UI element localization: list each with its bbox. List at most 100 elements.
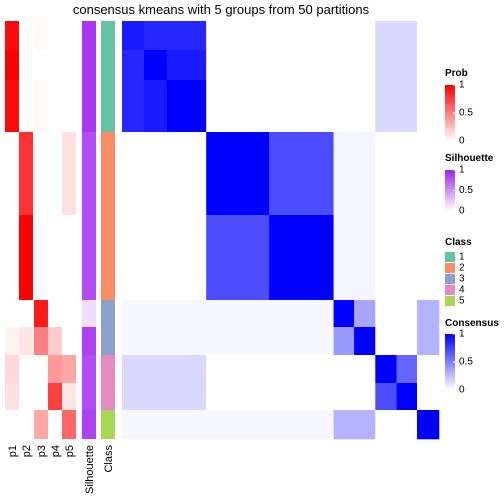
heatmap-cell <box>206 410 270 440</box>
annotation-cell <box>101 50 115 80</box>
annotation-cell <box>19 327 33 355</box>
heatmap-cell <box>417 21 440 51</box>
annotation-cell <box>5 355 19 383</box>
annotation-cell <box>48 383 62 410</box>
heatmap-cell <box>354 383 376 411</box>
annotation-label: p2 <box>21 445 33 457</box>
annotation-cell <box>101 80 115 132</box>
annotation-cell <box>101 21 115 50</box>
heatmap-cell <box>269 300 334 328</box>
annotation-cell <box>19 80 33 132</box>
heatmap-cell <box>375 383 397 411</box>
annotation-cell <box>48 21 62 50</box>
legend-swatch <box>445 252 455 262</box>
heatmap-cell <box>333 355 355 384</box>
annotation-cell <box>48 300 62 327</box>
legend-label: 5 <box>459 296 465 307</box>
annotation-cell <box>34 50 48 80</box>
annotation-cell <box>101 355 115 383</box>
heatmap-cell <box>396 132 418 216</box>
annotation-cell <box>48 215 62 300</box>
annotation-cell <box>34 383 48 410</box>
heatmap-cell <box>206 383 270 411</box>
heatmap-cell <box>354 327 376 356</box>
heatmap-cell <box>417 355 440 384</box>
annotation-cell <box>62 132 76 215</box>
heatmap-cell <box>396 21 418 51</box>
heatmap-cell <box>333 300 355 328</box>
heatmap-cell <box>143 410 168 440</box>
heatmap-cell <box>269 21 334 51</box>
heatmap-cell <box>166 383 207 411</box>
heatmap-cell <box>269 327 334 356</box>
annotation-cell <box>5 383 19 410</box>
annotation-label: p5 <box>64 445 76 457</box>
heatmap-cell <box>166 327 207 356</box>
annotation-cell <box>19 215 33 300</box>
heatmap-cell <box>333 327 355 356</box>
chart-title: consensus kmeans with 5 groups from 50 p… <box>73 2 370 17</box>
heatmap-cell <box>122 300 145 328</box>
annotation-cell <box>48 132 62 215</box>
annotation-cell <box>5 50 19 80</box>
annotation-cell <box>62 410 76 439</box>
annotation-cell <box>34 327 48 355</box>
heatmap-cell <box>396 355 418 384</box>
heatmap-cell <box>417 80 440 133</box>
heatmap-cell <box>396 215 418 301</box>
heatmap-cell <box>354 410 376 440</box>
annotation-cell <box>101 383 115 410</box>
heatmap-cell <box>417 300 440 328</box>
heatmap-cell <box>166 410 207 440</box>
annotation-cell <box>101 215 115 300</box>
heatmap-cell <box>143 355 168 384</box>
heatmap-cell <box>269 50 334 81</box>
heatmap-cell <box>166 80 207 133</box>
heatmap-cell <box>417 327 440 356</box>
heatmap-cell <box>206 215 270 301</box>
heatmap-cell <box>354 300 376 328</box>
heatmap-cell <box>166 355 207 384</box>
annotation-label: p3 <box>36 445 48 457</box>
heatmap-cell <box>417 132 440 216</box>
annotation-cell <box>62 50 76 80</box>
heatmap-cell <box>269 383 334 411</box>
heatmap-cell <box>417 383 440 411</box>
heatmap-cell <box>375 215 397 301</box>
legend-title: Silhouette <box>445 153 494 164</box>
legend-tick-label: 0 <box>459 136 465 147</box>
heatmap-cell <box>122 80 145 133</box>
annotation-cell <box>82 80 96 132</box>
heatmap-cell <box>354 80 376 133</box>
annotation-cell <box>5 215 19 300</box>
annotation-cell <box>19 410 33 439</box>
heatmap-cell <box>143 327 168 356</box>
heatmap-cell <box>333 50 355 81</box>
annotation-cell <box>34 215 48 300</box>
annotation-cell <box>48 80 62 132</box>
annotation-cell <box>34 80 48 132</box>
annotation-cell <box>48 355 62 383</box>
heatmap-cell <box>122 410 145 440</box>
heatmap-cell <box>143 80 168 133</box>
heatmap-cell <box>166 300 207 328</box>
heatmap-cell <box>206 355 270 384</box>
heatmap-cell <box>166 50 207 81</box>
legend-tick-label: 1 <box>459 329 465 340</box>
heatmap-cell <box>396 50 418 81</box>
annotation-cell <box>82 50 96 80</box>
annotation-cell <box>5 132 19 215</box>
annotation-cell <box>62 383 76 410</box>
heatmap-cell <box>354 50 376 81</box>
heatmap-cell <box>269 132 334 216</box>
legend-tick-label: 1 <box>459 80 465 91</box>
annotation-cell <box>62 80 76 132</box>
annotation-cell <box>82 215 96 300</box>
heatmap-cell <box>206 21 270 51</box>
heatmap-cell <box>143 215 168 301</box>
heatmap-cell <box>417 50 440 81</box>
heatmap-cell <box>333 410 355 440</box>
annotation-cell <box>34 300 48 327</box>
legend-title: Prob <box>445 68 468 79</box>
